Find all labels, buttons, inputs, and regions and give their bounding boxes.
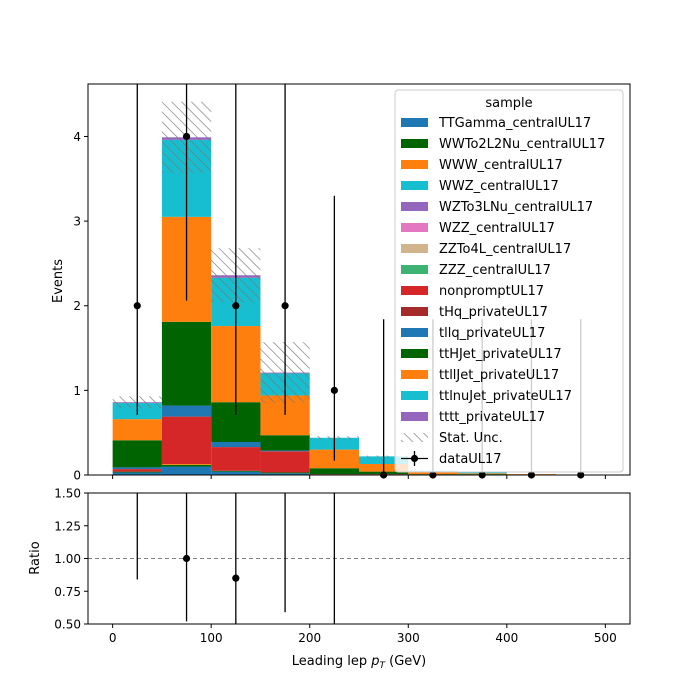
x-tick-label-3: 300 (397, 631, 420, 645)
ratio-y-axis: 0.50 0.75 1.00 1.25 1.50 (54, 487, 88, 632)
legend-label-ttHJet_privateUL17: ttHJet_privateUL17 (439, 347, 562, 362)
legend-label-WZZ_centralUL17: WZZ_centralUL17 (439, 221, 555, 236)
legend-label-tllq_privateUL17: tllq_privateUL17 (439, 326, 545, 341)
bar-ttHJet_privateUL17-bin-0 (112, 440, 162, 468)
bar-nonpromptUL17-bin-1 (161, 416, 212, 464)
ratio-ytick-label-3: 1.25 (54, 519, 81, 533)
legend-swatch-ttllJet_privateUL17 (401, 370, 428, 379)
legend-swatch-tllq_privateUL17 (401, 328, 428, 337)
ratio-ytick-label-0: 0.50 (54, 618, 81, 632)
bar-WWTo2L2Nu_centralUL17-bin-1 (161, 464, 212, 467)
legend-swatch-ZZTo4L_centralUL17 (401, 244, 428, 253)
bar-nonpromptUL17-bin-2 (211, 447, 261, 471)
data-point-0 (133, 302, 141, 310)
bar-WWW_centralUL17-bin-1 (161, 463, 212, 465)
main-plot-panel: 0 1 2 3 4 Events (51, 83, 631, 483)
bar-TTGamma_centralUL17-bin-1 (161, 466, 212, 475)
main-y-axis: 0 1 2 3 4 (73, 130, 88, 483)
data-point-2 (232, 302, 240, 310)
x-axis-label-unit: (GeV) (385, 654, 426, 669)
x-tick-label-4: 400 (495, 631, 518, 645)
legend-title: sample (485, 96, 532, 111)
legend-swatch-stat-unc (401, 433, 428, 442)
legend-swatch-WWW_centralUL17 (401, 160, 428, 169)
bar-TTGamma_centralUL17-bin-0 (112, 472, 162, 475)
x-tick-label-5: 500 (594, 631, 617, 645)
bar-tllq_privateUL17-bin-2 (211, 441, 261, 448)
bar-ttHJet_privateUL17-bin-1 (161, 321, 212, 406)
x-axis-label-sub: T (379, 661, 386, 671)
main-plot-frame (87, 83, 631, 476)
ratio-ytick-label-4: 1.50 (54, 487, 81, 501)
bar-TTGamma_centralUL17-bin-3 (260, 473, 310, 475)
x-axis-label-p: p (370, 654, 379, 669)
legend-label-TTGamma_centralUL17: TTGamma_centralUL17 (438, 116, 591, 131)
legend-label-ZZTo4L_centralUL17: ZZTo4L_centralUL17 (439, 242, 571, 257)
legend-label-ttllJet_privateUL17: ttllJet_privateUL17 (439, 368, 559, 383)
legend-label-ZZZ_centralUL17: ZZZ_centralUL17 (439, 263, 551, 278)
main-ytick-label-1: 1 (73, 384, 81, 398)
data-point-3 (281, 302, 289, 310)
bar-tllq_privateUL17-bin-3 (260, 450, 310, 452)
bar-TTGamma_centralUL17-bin-2 (211, 471, 261, 475)
legend: sample TTGamma_centralUL17 WWTo2L2Nu_cent… (394, 89, 624, 473)
ratio-plot-panel: 0.50 0.75 1.00 1.25 1.50 0 100 200 300 400 500 Ra… (28, 487, 631, 671)
bar-tllq_privateUL17-bin-0 (112, 467, 162, 470)
legend-label-WWTo2L2Nu_centralUL17: WWTo2L2Nu_centralUL17 (439, 137, 605, 152)
legend-swatch-TTGamma_centralUL17 (401, 118, 428, 127)
legend-box (394, 89, 624, 473)
bar-WWTo2L2Nu_centralUL17-bin-0 (112, 471, 162, 473)
ratio-point-1 (182, 554, 191, 563)
legend-label-data: dataUL17 (439, 452, 502, 467)
legend-swatch-WWZ_centralUL17 (401, 181, 428, 190)
bar-WWTo2L2Nu_centralUL17-bin-2 (211, 470, 261, 472)
legend-swatch-nonpromptUL17 (401, 286, 428, 295)
legend-label-WZTo3LNu_centralUL17: WZTo3LNu_centralUL17 (439, 200, 593, 215)
legend-swatch-ttlnuJet_privateUL17 (401, 391, 428, 400)
legend-label-tttt_privateUL17: tttt_privateUL17 (439, 410, 545, 425)
legend-label-tHq_privateUL17: tHq_privateUL17 (439, 305, 548, 320)
legend-swatch-WZZ_centralUL17 (401, 223, 428, 232)
main-ytick-label-0: 0 (73, 469, 81, 483)
bar-nonpromptUL17-bin-3 (260, 451, 310, 473)
ratio-point-2 (232, 574, 240, 582)
ratio-ytick-label-2: 1.00 (54, 552, 81, 566)
ratio-ytick-label-1: 0.75 (54, 585, 81, 599)
legend-swatch-ttHJet_privateUL17 (401, 349, 428, 358)
legend-swatch-ZZZ_centralUL17 (401, 265, 428, 274)
bar-tllq_privateUL17-bin-1 (161, 405, 212, 417)
legend-label-ttlnuJet_privateUL17: ttlnuJet_privateUL17 (439, 389, 572, 404)
legend-label-stat-unc: Stat. Unc. (439, 431, 503, 446)
data-point-4 (330, 386, 338, 394)
bar-ttllJet_privateUL17-bin-0 (112, 419, 162, 441)
ratio-points (136, 493, 336, 624)
legend-swatch-WZTo3LNu_centralUL17 (401, 202, 428, 211)
main-ytick-label-2: 2 (73, 299, 81, 313)
main-ytick-label-4: 4 (73, 130, 81, 144)
x-tick-label-1: 100 (200, 631, 223, 645)
main-ytick-label-3: 3 (73, 215, 81, 229)
x-tick-label-0: 0 (109, 631, 117, 645)
x-axis-label-main: Leading lep (292, 654, 371, 669)
main-x-ticks (112, 475, 606, 479)
legend-data-marker (410, 454, 419, 463)
ratio-plot-frame (87, 492, 631, 625)
legend-swatch-WWTo2L2Nu_centralUL17 (401, 139, 428, 148)
x-axis-label: Leading lep pT (GeV) (292, 654, 426, 671)
y-axis-label-events: Events (51, 259, 66, 303)
legend-swatch-tHq_privateUL17 (401, 307, 428, 316)
data-point-1 (182, 132, 191, 141)
x-tick-label-2: 200 (298, 631, 321, 645)
bar-ttHJet_privateUL17-bin-4 (309, 468, 359, 475)
bar-WWTo2L2Nu_centralUL17-bin-3 (260, 472, 310, 474)
legend-label-WWZ_centralUL17: WWZ_centralUL17 (439, 179, 559, 194)
bar-ttHJet_privateUL17-bin-3 (260, 435, 310, 451)
y-axis-label-ratio: Ratio (28, 541, 43, 574)
legend-label-WWW_centralUL17: WWW_centralUL17 (439, 158, 563, 173)
legend-swatch-tttt_privateUL17 (401, 412, 428, 421)
legend-label-nonpromptUL17: nonpromptUL17 (439, 284, 544, 299)
ratio-x-axis: 0 100 200 300 400 500 (109, 624, 617, 645)
bar-nonpromptUL17-bin-0 (112, 469, 162, 472)
